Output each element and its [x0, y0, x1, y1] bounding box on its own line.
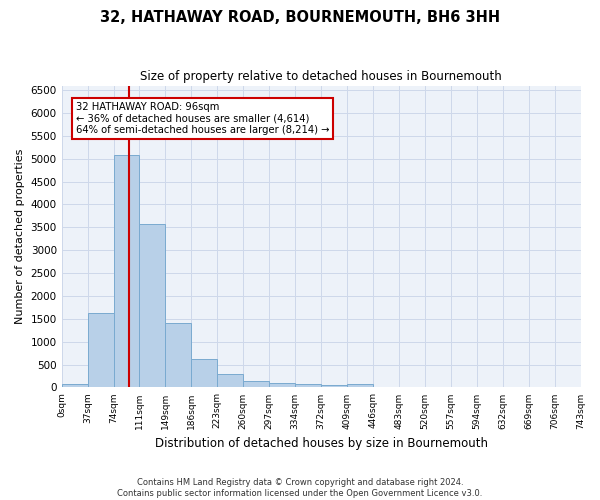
Bar — [88, 313, 113, 388]
Bar — [243, 382, 269, 388]
Bar — [62, 384, 88, 388]
Bar — [139, 224, 166, 388]
Bar — [217, 374, 243, 388]
Bar — [113, 156, 139, 388]
Bar — [295, 384, 321, 388]
Bar — [269, 383, 295, 388]
Bar — [321, 384, 347, 388]
Text: Contains HM Land Registry data © Crown copyright and database right 2024.
Contai: Contains HM Land Registry data © Crown c… — [118, 478, 482, 498]
Text: 32 HATHAWAY ROAD: 96sqm
← 36% of detached houses are smaller (4,614)
64% of semi: 32 HATHAWAY ROAD: 96sqm ← 36% of detache… — [76, 102, 329, 135]
X-axis label: Distribution of detached houses by size in Bournemouth: Distribution of detached houses by size … — [155, 437, 488, 450]
Bar — [347, 384, 373, 388]
Text: 32, HATHAWAY ROAD, BOURNEMOUTH, BH6 3HH: 32, HATHAWAY ROAD, BOURNEMOUTH, BH6 3HH — [100, 10, 500, 25]
Y-axis label: Number of detached properties: Number of detached properties — [15, 149, 25, 324]
Bar — [166, 324, 191, 388]
Title: Size of property relative to detached houses in Bournemouth: Size of property relative to detached ho… — [140, 70, 502, 83]
Bar — [191, 359, 217, 388]
